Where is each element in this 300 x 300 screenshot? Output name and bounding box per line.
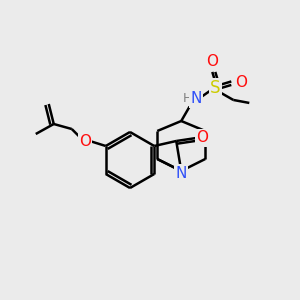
Text: O: O xyxy=(196,130,208,146)
Text: O: O xyxy=(235,75,247,90)
Text: O: O xyxy=(206,54,218,69)
Text: O: O xyxy=(79,134,91,148)
Text: S: S xyxy=(210,79,220,97)
Text: N: N xyxy=(190,92,202,106)
Text: N: N xyxy=(176,166,187,181)
Text: H: H xyxy=(183,92,192,105)
